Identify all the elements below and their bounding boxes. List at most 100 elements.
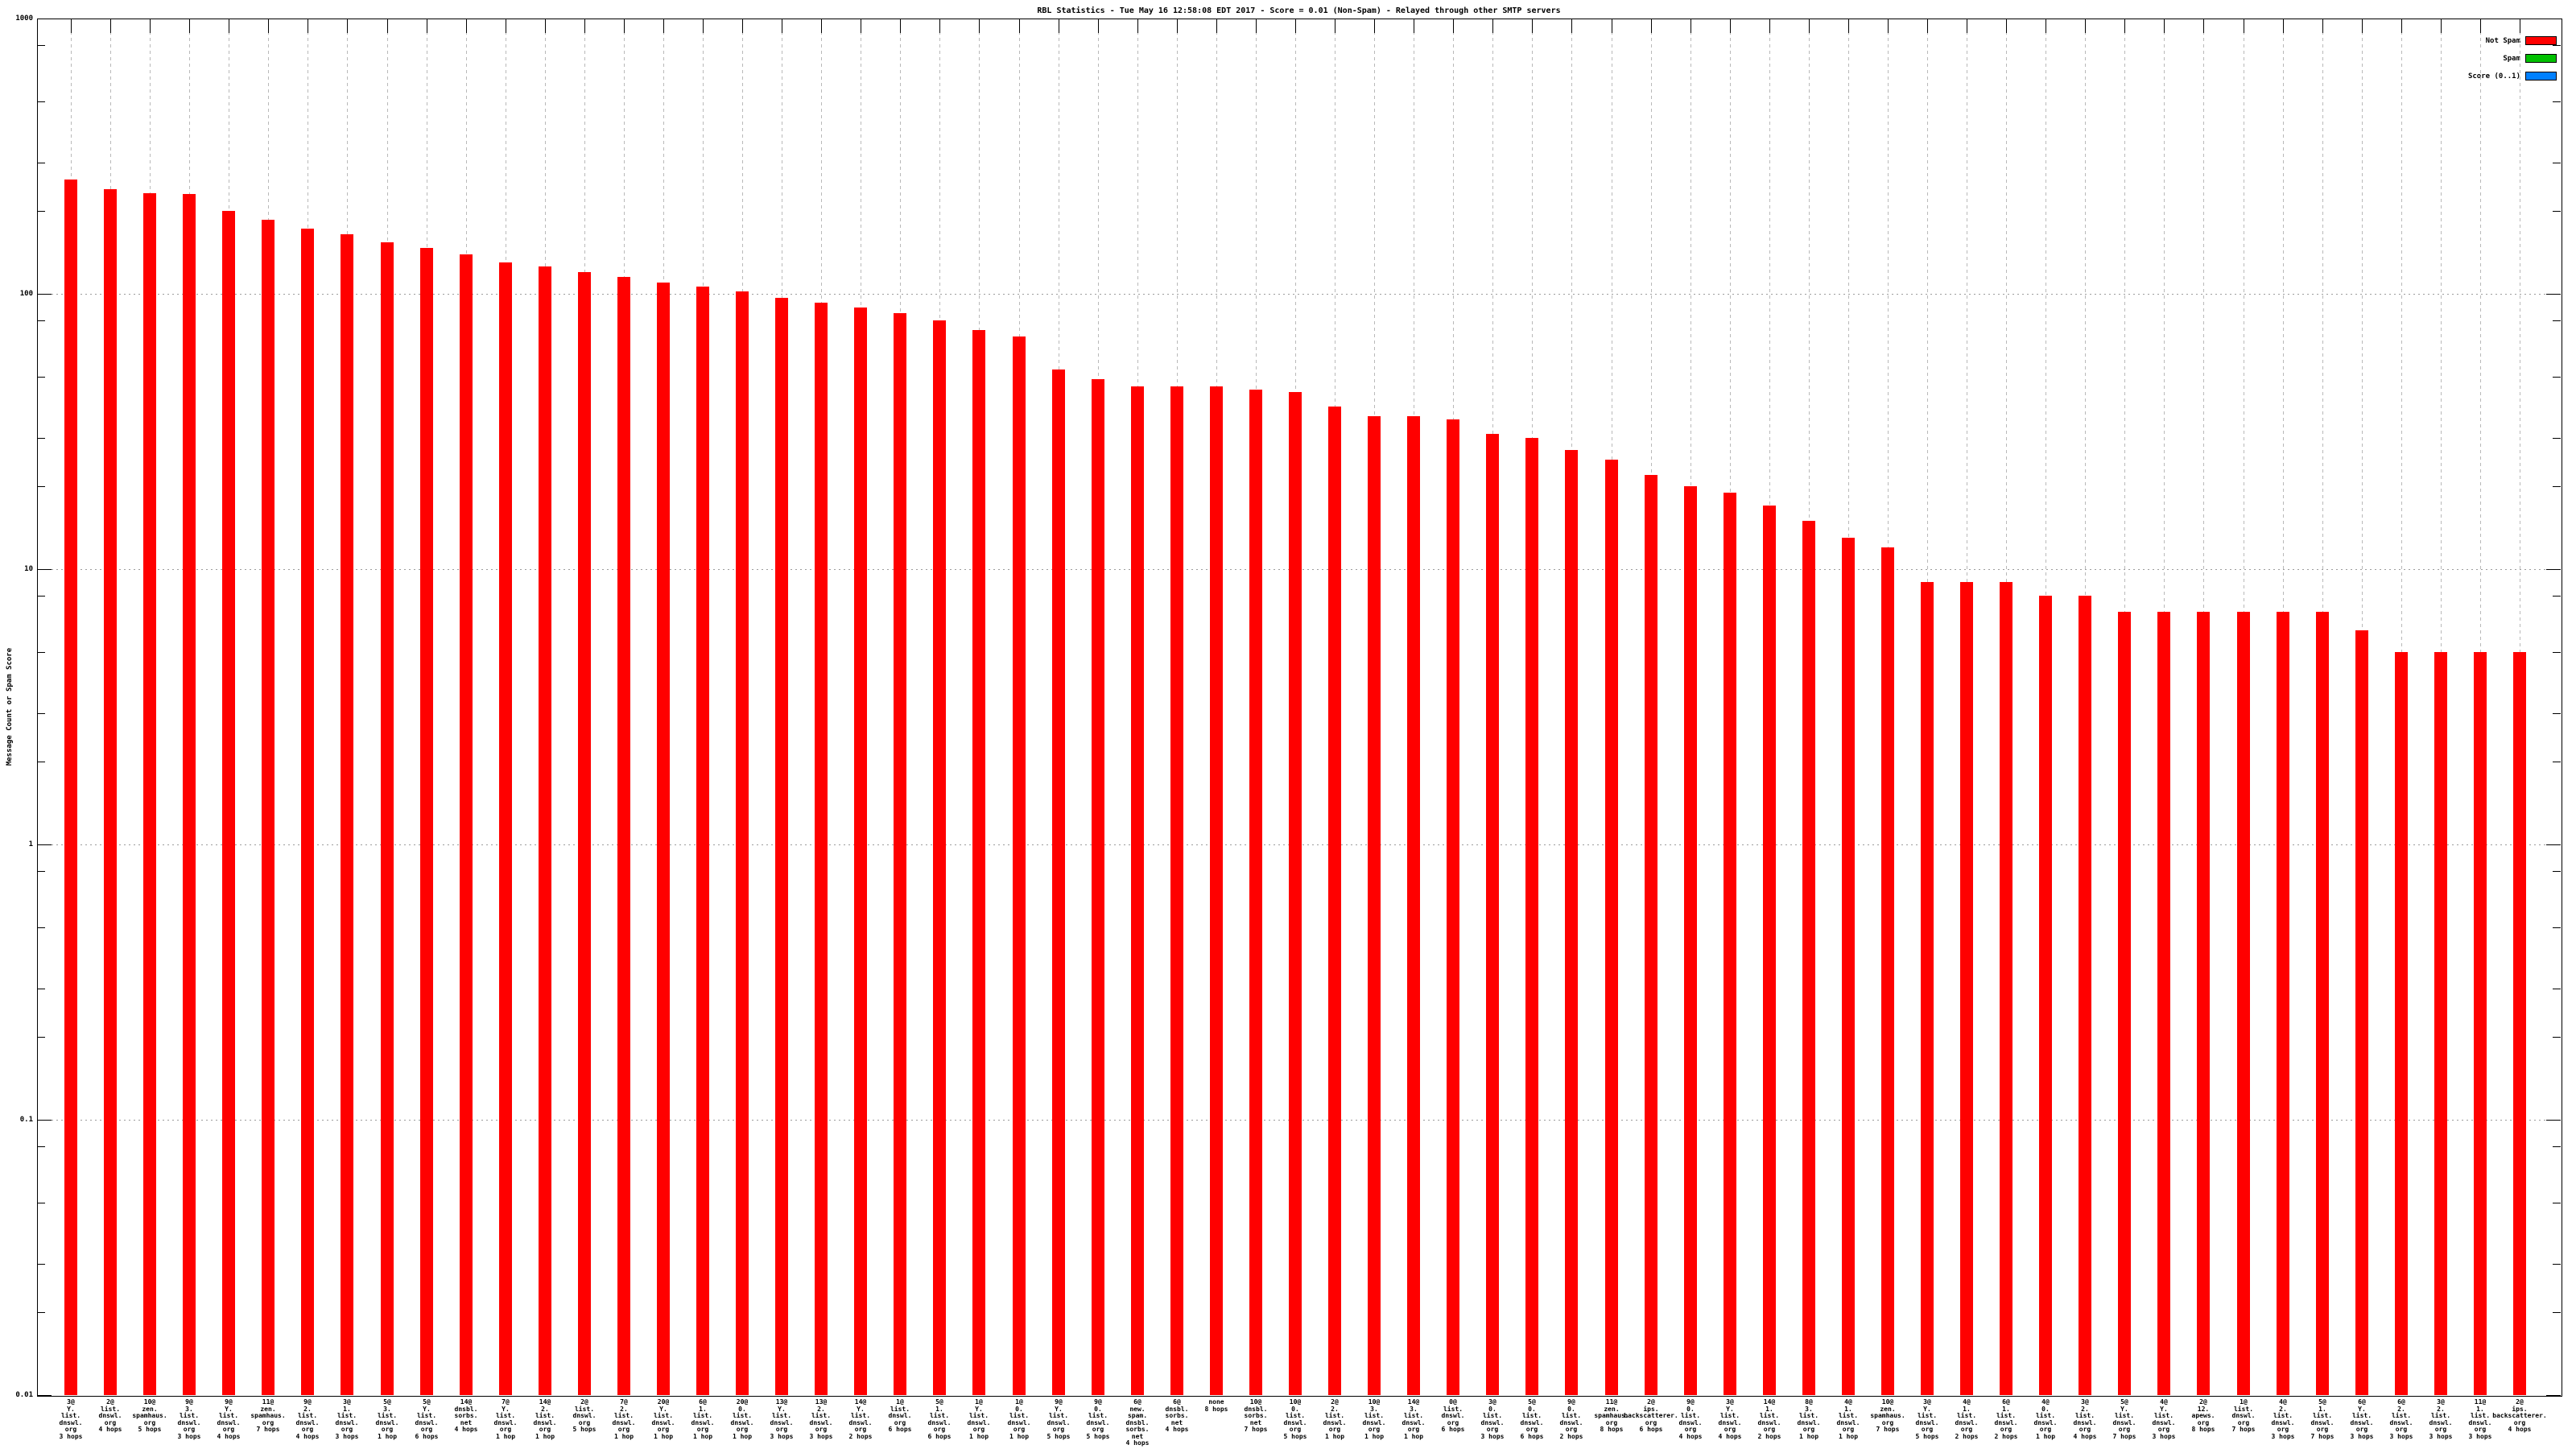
bar-label-line: dnswl. xyxy=(2112,1418,2136,1426)
x-tick-top xyxy=(1848,19,1849,33)
bar xyxy=(1328,407,1341,1395)
bar-label-line: 20@ xyxy=(657,1398,670,1406)
bar-label-line: 10@ xyxy=(1368,1398,1381,1406)
bar xyxy=(1447,419,1459,1395)
bar-label-line: Y. xyxy=(2358,1405,2366,1413)
bar-label-line: org xyxy=(222,1426,235,1433)
x-tick-top xyxy=(900,19,901,33)
x-tick-top xyxy=(110,19,111,33)
bar-label-line: 11@ xyxy=(262,1398,275,1406)
bar-label-line: 1 hop xyxy=(1364,1432,1385,1440)
x-tick-top xyxy=(1098,19,1099,33)
bar-label-line: list. xyxy=(218,1412,239,1419)
bar-label-line: 1 hop xyxy=(692,1432,713,1440)
bar-label: 20@ Y. list. dnswl. org 1 hop xyxy=(652,1398,675,1440)
y-minor-tick-left xyxy=(37,377,45,378)
bar-label-line: 10@ xyxy=(1289,1398,1302,1406)
bar-label-line: list. xyxy=(1521,1412,1542,1419)
bar-label-line: dnswl. xyxy=(1480,1418,1505,1426)
bar-label-line: 8 hops xyxy=(1600,1426,1624,1433)
bar-label-line: 1. xyxy=(699,1405,707,1413)
bar-label-line: dnswl. xyxy=(691,1418,715,1426)
bar-label: 1@ Y. list. dnswl. org 1 hop xyxy=(968,1398,991,1440)
bar-label-line: 0. xyxy=(1094,1405,1102,1413)
bar-label: 11@ zen. spamhaus. org 7 hops xyxy=(250,1398,285,1434)
bar-label-line: list. xyxy=(574,1405,595,1413)
bar xyxy=(1645,475,1657,1395)
bar-label-line: org xyxy=(1368,1426,1381,1433)
bar-label-line: org xyxy=(2039,1426,2052,1433)
bar xyxy=(2237,612,2250,1395)
bar-label-line: 6 hops xyxy=(1441,1426,1465,1433)
bar xyxy=(262,220,275,1395)
bar-label-line: list. xyxy=(653,1412,674,1419)
bar-label-line: list. xyxy=(1719,1412,1740,1419)
bar-label-line: 5@ xyxy=(2318,1398,2326,1406)
bar-label-line: dnswl. xyxy=(217,1418,241,1426)
bar-label-line: list. xyxy=(1996,1412,2017,1419)
bar-label-line: dnswl. xyxy=(809,1418,833,1426)
bar-label-line: 6 hops xyxy=(888,1426,912,1433)
bar-label-line: 5 hops xyxy=(1086,1432,1110,1440)
y-minor-tick-left xyxy=(37,438,45,439)
bar-label-line: 0. xyxy=(1686,1405,1695,1413)
bar-label-line: 3 hops xyxy=(2152,1432,2176,1440)
bar-label-line: 2. xyxy=(1331,1405,1339,1413)
bar-label-line: dnswl. xyxy=(177,1418,201,1426)
bar-label: 5@ 0. list. dnswl. org 6 hops xyxy=(1521,1398,1544,1440)
bar-label: 1@ list. dnswl. org 6 hops xyxy=(888,1398,912,1434)
y-minor-tick-left xyxy=(37,1312,45,1313)
bar-label: 10@ 3. list. dnswl. org 1 hop xyxy=(1363,1398,1386,1440)
bar-label-line: 3 hops xyxy=(1480,1432,1505,1440)
bar-label: 10@ zen. spamhaus. org 7 hops xyxy=(1870,1398,1905,1434)
bar-label-line: list. xyxy=(2273,1412,2293,1419)
bar-label-line: list. xyxy=(2430,1412,2451,1419)
bar-label-line: org xyxy=(696,1426,709,1433)
bar xyxy=(499,262,512,1395)
bar-label-line: list. xyxy=(1956,1412,1977,1419)
bar-label: 5@ 3. list. dnswl. org 1 hop xyxy=(376,1398,399,1440)
bar-label: 9@ 0. list. dnswl. org 5 hops xyxy=(1086,1398,1110,1440)
bar-label-line: list. xyxy=(179,1412,200,1419)
bar-label: 0@ list. dnswl. org 6 hops xyxy=(1441,1398,1465,1434)
bar-label: 5@ Y. list. dnswl. org 7 hops xyxy=(2112,1398,2136,1440)
bar-label-line: org xyxy=(420,1426,433,1433)
bar-label-line: org xyxy=(1842,1426,1855,1433)
bar-label-line: dnswl. xyxy=(493,1418,518,1426)
bar-label: 14@ 3. list. dnswl. org 1 hop xyxy=(1402,1398,1426,1440)
bar-label-line: 3. xyxy=(185,1405,193,1413)
bar-label-line: dnswl. xyxy=(2271,1418,2295,1426)
x-tick-top xyxy=(347,19,348,33)
bar-label-line: net xyxy=(460,1418,473,1426)
bar-label-line: 14@ xyxy=(539,1398,551,1406)
bar-label-line: list. xyxy=(1917,1412,1938,1419)
bar xyxy=(2316,612,2329,1395)
bar-label-line: list. xyxy=(297,1412,318,1419)
bar xyxy=(420,248,433,1395)
bar-label-line: org xyxy=(1684,1426,1697,1433)
bar-label-line: list. xyxy=(60,1412,81,1419)
bar-label-line: org xyxy=(2237,1418,2250,1426)
x-tick-top xyxy=(979,19,980,33)
x-tick-top xyxy=(1019,19,1020,33)
legend-swatch xyxy=(2525,36,2557,45)
bar-label-line: list. xyxy=(890,1405,910,1413)
bar xyxy=(2474,652,2487,1395)
bar-label-line: 2. xyxy=(303,1405,312,1413)
bar xyxy=(1605,460,1618,1395)
y-minor-tick-left xyxy=(37,1264,45,1265)
bar-label-line: Y. xyxy=(1923,1405,1931,1413)
bar-label-line: Y. xyxy=(659,1405,667,1413)
y-tick-label: 0.1 xyxy=(19,1116,33,1124)
bar-label-line: dnswl. xyxy=(295,1418,320,1426)
bar-label-line: org xyxy=(2355,1426,2368,1433)
bar xyxy=(2039,596,2052,1395)
bar-label-line: org xyxy=(539,1426,551,1433)
bar-label-line: list. xyxy=(1324,1412,1345,1419)
x-tick-top xyxy=(1888,19,1889,33)
bar-label-line: 2 hops xyxy=(1757,1432,1781,1440)
bar-label-line: 0. xyxy=(1015,1405,1023,1413)
x-tick-top xyxy=(2085,19,2086,33)
bar-label-line: 1 hop xyxy=(732,1432,753,1440)
bar-label-line: dnswl. xyxy=(1007,1418,1031,1426)
